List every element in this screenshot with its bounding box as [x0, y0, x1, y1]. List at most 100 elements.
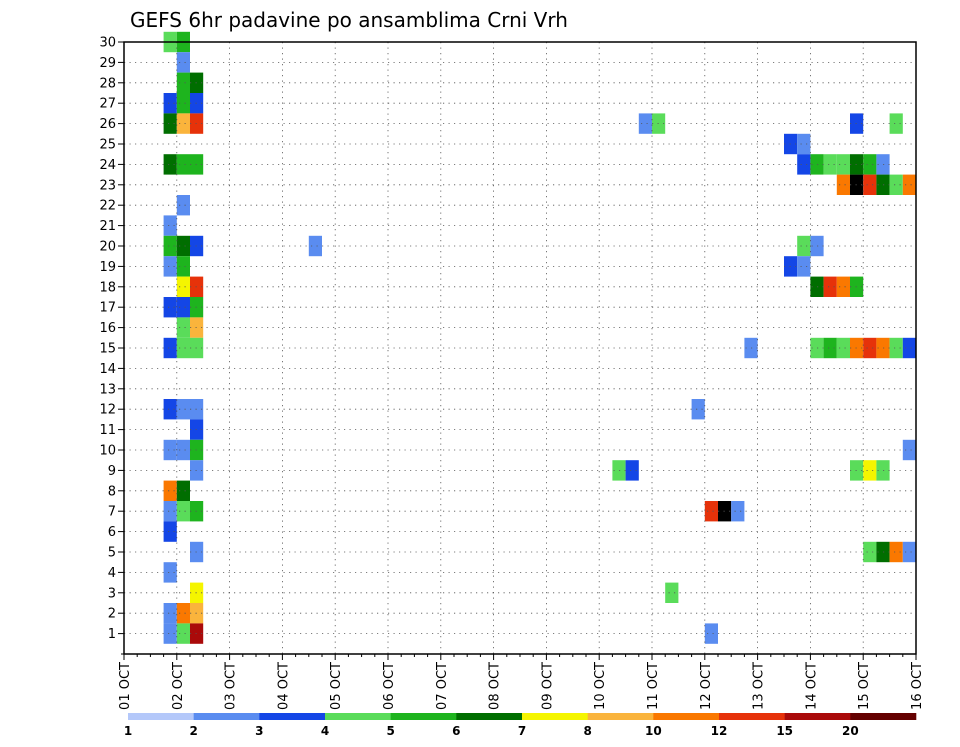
- heatmap-cell: [876, 154, 890, 175]
- y-tick-label: 8: [108, 484, 116, 499]
- colorbar-segment: [719, 713, 785, 720]
- heatmap-cell: [176, 439, 190, 461]
- colorbar-segment: [325, 713, 391, 720]
- heatmap-cell: [163, 399, 177, 420]
- y-tick-label: 19: [99, 260, 116, 275]
- heatmap-cell: [836, 154, 850, 175]
- colorbar-segment: [193, 713, 260, 720]
- heatmap-cell: [704, 623, 718, 644]
- y-tick-label: 13: [99, 382, 116, 397]
- heatmap-cell: [176, 235, 190, 257]
- x-tick-label: 13 OCT: [752, 662, 767, 710]
- heatmap-cell: [823, 337, 837, 359]
- y-tick-label: 4: [108, 566, 116, 581]
- y-tick-label: 6: [108, 525, 116, 540]
- colorbar-segment: [259, 713, 326, 720]
- heatmap-cell: [823, 154, 837, 175]
- heatmap-cell: [176, 480, 190, 501]
- x-tick-label: 15 OCT: [857, 662, 872, 710]
- heatmap-cell: [176, 623, 190, 644]
- heatmap-cell: [163, 297, 177, 318]
- colorbar: 1 2 3 4 5 6 7 8 10 12 15 20: [124, 713, 917, 738]
- x-tick-label: 12 OCT: [699, 662, 714, 710]
- heatmap-cell: [902, 174, 916, 195]
- heatmap-cell: [836, 276, 850, 297]
- x-tick-label: 03 OCT: [224, 662, 239, 710]
- heatmap-cell: [625, 460, 639, 481]
- heatmap-cell: [176, 52, 190, 73]
- colorbar-segment: [522, 713, 588, 720]
- y-tick-label: 16: [99, 321, 116, 336]
- colorbar-segment: [587, 713, 654, 720]
- heatmap-cell: [163, 337, 177, 359]
- heatmap-cell: [176, 195, 190, 216]
- y-tick-label: 17: [99, 301, 116, 316]
- y-tick-label: 9: [108, 464, 116, 479]
- colorbar-label: 10: [645, 724, 662, 738]
- x-tick-label: 05 OCT: [329, 662, 344, 710]
- heatmap-cell: [163, 501, 177, 522]
- heatmap-cell: [863, 154, 877, 175]
- x-tick-label: 10 OCT: [593, 662, 608, 710]
- heatmap-cell: [902, 541, 916, 563]
- colorbar-label: 12: [711, 724, 728, 738]
- colorbar-segment: [128, 713, 194, 720]
- y-tick-label: 21: [99, 219, 116, 234]
- colorbar-label: 4: [321, 724, 329, 738]
- y-tick-label: 30: [99, 36, 116, 51]
- heatmap-cell: [163, 215, 177, 236]
- heatmap-cell: [638, 113, 652, 134]
- x-tick-label: 04 OCT: [276, 662, 291, 710]
- colorbar-label: 5: [386, 724, 394, 738]
- heatmap-cell: [836, 337, 850, 359]
- y-tick-label: 11: [99, 423, 116, 438]
- heatmap-cell: [876, 174, 890, 195]
- heatmap-cell: [876, 337, 890, 359]
- heatmap-cell: [163, 154, 177, 175]
- heatmap-cell: [889, 337, 903, 359]
- heatmap-cell: [163, 113, 177, 134]
- x-tick-label: 08 OCT: [488, 662, 503, 710]
- colorbar-segment: [784, 713, 851, 720]
- colorbar-label: 6: [452, 724, 460, 738]
- colorbar-label: 8: [583, 724, 591, 738]
- heatmap-cell: [176, 113, 190, 134]
- y-axis: 1234567891011121314151617181920212223242…: [99, 36, 124, 655]
- y-tick-label: 20: [99, 240, 116, 255]
- heatmap-cell: [876, 460, 890, 481]
- heatmap-cell: [176, 154, 190, 175]
- heatmap-cell: [704, 501, 718, 522]
- chart-title: GEFS 6hr padavine po ansamblima Crni Vrh: [130, 8, 568, 32]
- heatmap-cell: [163, 480, 177, 501]
- colorbar-segment: [850, 713, 917, 720]
- heatmap-cell: [889, 113, 903, 134]
- heatmap-cell: [731, 501, 745, 522]
- x-tick-label: 16 OCT: [910, 662, 925, 710]
- y-tick-label: 1: [108, 627, 116, 642]
- x-tick-label: 06 OCT: [382, 662, 397, 710]
- heatmap-cell: [163, 256, 177, 277]
- heatmap-cell: [665, 582, 679, 603]
- y-tick-label: 25: [99, 138, 116, 153]
- heatmap-cell: [691, 399, 705, 420]
- y-tick-label: 18: [99, 280, 116, 295]
- y-tick-label: 29: [99, 56, 116, 71]
- colorbar-label: 15: [776, 724, 793, 738]
- heatmap-cell: [176, 317, 190, 338]
- heatmap-cell: [163, 623, 177, 644]
- heatmap-cell: [863, 337, 877, 359]
- y-tick-label: 7: [108, 505, 116, 520]
- heatmap-cell: [797, 154, 811, 175]
- x-tick-label: 14 OCT: [804, 662, 819, 710]
- y-tick-label: 10: [99, 444, 116, 459]
- heatmap-cell: [836, 174, 850, 195]
- y-tick-label: 12: [99, 403, 116, 418]
- x-tick-label: 11 OCT: [646, 662, 661, 710]
- heatmap-cell: [308, 235, 322, 257]
- heatmap-cells: [163, 31, 916, 644]
- y-tick-label: 5: [108, 546, 116, 561]
- y-tick-label: 3: [108, 586, 116, 601]
- heatmap-cell: [176, 297, 190, 318]
- colorbar-label: 7: [518, 724, 526, 738]
